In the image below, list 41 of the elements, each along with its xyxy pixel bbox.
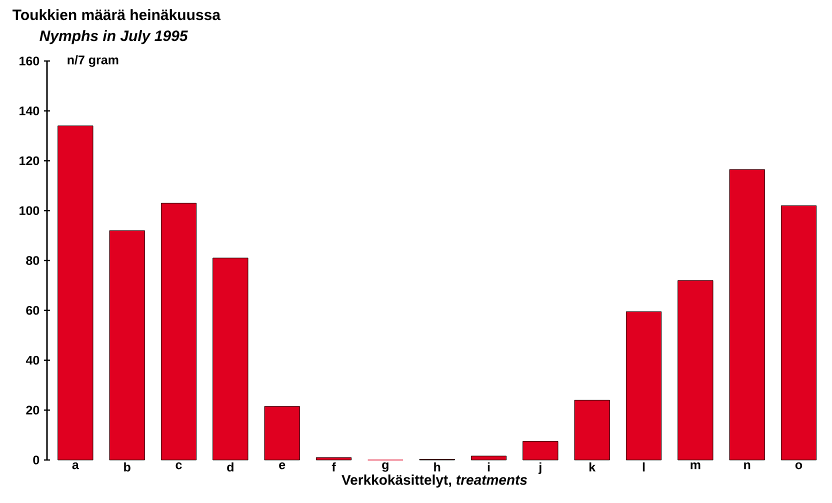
bar <box>316 457 352 460</box>
y-tick-label: 100 <box>20 206 40 216</box>
x-axis-title: Verkkokäsittelyt, treatments <box>342 474 528 488</box>
bar <box>160 202 197 460</box>
x-tick-label: k <box>589 462 596 472</box>
y-tick-label: 0 <box>33 456 40 464</box>
bar <box>522 441 558 460</box>
y-tick-label: 140 <box>20 106 40 116</box>
bar <box>470 456 507 460</box>
bar <box>780 205 817 460</box>
x-tick-label: m <box>690 462 700 470</box>
bar <box>626 311 662 460</box>
x-tick-label: c <box>176 462 182 470</box>
x-tick-label: l <box>642 462 645 472</box>
x-tick-label: g <box>382 462 388 472</box>
x-tick-label: a <box>72 462 79 470</box>
y-tick-label: 60 <box>26 306 40 315</box>
y-tick-label: 40 <box>26 356 40 365</box>
bar <box>264 406 300 460</box>
x-tick-label: d <box>227 462 234 472</box>
bar <box>729 169 765 460</box>
x-tick-label: i <box>488 462 490 472</box>
y-tick-label: 20 <box>26 406 40 415</box>
y-tick-label: 120 <box>20 156 40 166</box>
x-tick-label: j <box>538 462 542 474</box>
x-tick-label: n <box>744 462 750 470</box>
y-tick-label: 80 <box>26 256 40 265</box>
bar <box>58 126 94 460</box>
x-tick-label: f <box>332 462 336 472</box>
chart-title: Toukkien määrä heinäkuussa <box>12 9 221 20</box>
chart-subtitle: Nymphs in July 1995 <box>40 30 188 44</box>
y-axis-title: n/7 gram <box>68 55 118 67</box>
x-tick-label: h <box>434 462 440 472</box>
x-tick-label: o <box>795 462 802 470</box>
bar <box>574 400 610 460</box>
x-tick-label: e <box>279 462 286 470</box>
bar <box>109 230 145 460</box>
bar <box>678 280 714 460</box>
y-tick-label: 160 <box>20 56 40 66</box>
x-tick-label: b <box>124 462 130 472</box>
bar <box>212 258 248 460</box>
